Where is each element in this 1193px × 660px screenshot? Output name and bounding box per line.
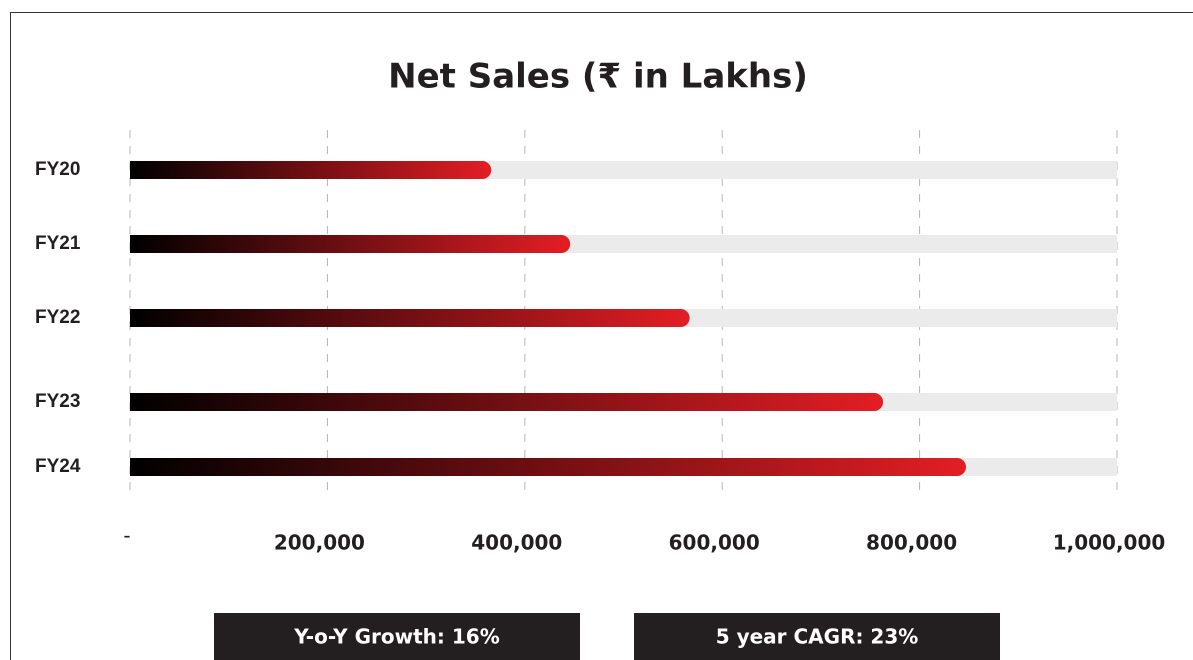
y-tick-label: FY20 [35,159,80,180]
x-tick-label: 1,000,000 [1053,531,1166,555]
x-tick-label: 200,000 [274,531,365,555]
bar [130,393,884,411]
x-tick-label: 600,000 [669,531,760,555]
annotation: Y-o-Y Growth: 16% [293,625,500,649]
bar [130,458,966,476]
frame [10,12,1193,660]
y-tick-label: FY24 [35,456,81,477]
y-tick-label: FY22 [35,307,80,328]
x-tick-label: 800,000 [866,531,957,555]
chart-title: Net Sales (₹ in Lakhs) [388,57,808,97]
x-tick-label: 400,000 [471,531,562,555]
bar [130,309,690,327]
y-tick-label: FY21 [35,233,81,254]
annotation: 5 year CAGR: 23% [716,625,919,649]
bar [130,235,571,253]
annotation-box [214,613,580,660]
bar [130,161,492,179]
y-tick-label: FY23 [35,391,80,412]
annotation-box [634,613,1000,660]
x-tick-label: - [123,524,130,548]
